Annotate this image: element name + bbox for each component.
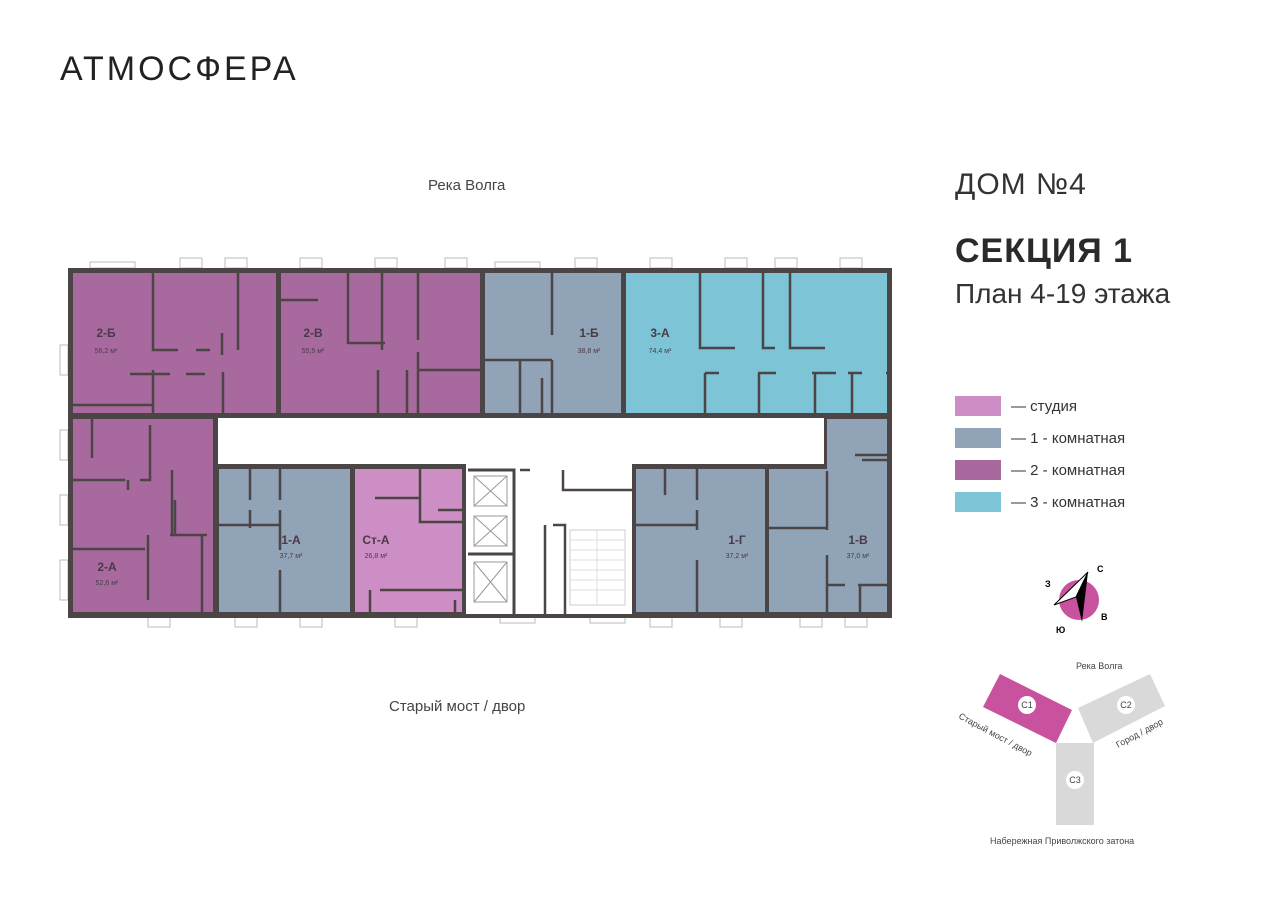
orientation-top: Река Волга [428, 177, 506, 194]
legend-item-2-room: — 2 - комнатная [955, 454, 1125, 486]
apartment-3-a[interactable] [626, 273, 887, 413]
legend-label: — 1 - комнатная [1011, 429, 1126, 447]
orientation-bottom: Старый мост / двор [389, 698, 526, 715]
apartment-labels: 2-Б 56,2 м² 2-В 55,5 м² 1-Б 38,8 м² 3-А … [95, 326, 870, 587]
floors-subtitle: План 4-19 этажа [955, 278, 1171, 309]
legend-label: — 3 - комнатная [1011, 493, 1126, 511]
compass-north: С [1097, 564, 1104, 574]
windows [59, 257, 868, 628]
apartment-area: 55,5 м² [302, 348, 325, 355]
apartment-area: 37,2 м² [726, 553, 749, 560]
legend-swatch [955, 428, 1001, 448]
legend-swatch [955, 460, 1001, 480]
legend-swatch [955, 396, 1001, 416]
legend-label: — 2 - комнатная [1011, 461, 1126, 479]
compass-icon: С З В Ю [1045, 564, 1108, 635]
section-label: С2 [1120, 700, 1132, 710]
core [466, 464, 632, 614]
apartment-1-g[interactable] [636, 469, 765, 612]
apartment-area: 26,8 м² [365, 553, 388, 560]
apartment-name: 1-А [281, 533, 301, 547]
elevators [468, 468, 626, 614]
compass-west: З [1045, 579, 1051, 589]
legend-item-studio: — студия [955, 390, 1125, 422]
apartment-area: 74,4 м² [649, 348, 672, 355]
apartment-area: 38,8 м² [578, 348, 601, 355]
compass-south: Ю [1056, 625, 1065, 635]
apartment-area: 56,2 м² [95, 348, 118, 355]
corridor [218, 418, 824, 464]
apartment-name: 1-Б [579, 326, 599, 340]
legend-item-1-room: — 1 - комнатная [955, 422, 1125, 454]
interior-walls [72, 273, 890, 614]
apartment-name: 1-В [848, 533, 868, 547]
apartments [73, 273, 887, 612]
apartment-area: 37,7 м² [280, 553, 303, 560]
legend: — студия — 1 - комнатная — 2 - комнатная… [955, 390, 1125, 518]
apartment-name: 2-В [303, 326, 323, 340]
apartment-1-v-hall [827, 419, 887, 471]
apartment-area: 52,6 м² [96, 580, 119, 587]
section-label: С3 [1069, 775, 1081, 785]
apartment-name: 2-Б [96, 326, 116, 340]
site-map-top: Река Волга [1076, 661, 1122, 671]
apartment-name: 1-Г [728, 533, 746, 547]
apartment-area: 37,0 м² [847, 553, 870, 560]
apartment-name: Ст-А [362, 533, 390, 547]
house-title: ДОМ №4 [955, 168, 1087, 201]
legend-label: — студия [1011, 397, 1077, 415]
brand-logo: АТМОСФЕРА [60, 50, 299, 88]
apartment-st-a[interactable] [355, 469, 462, 612]
apartment-name: 2-А [97, 560, 117, 574]
apartment-2-a[interactable] [73, 419, 213, 612]
compass-east: В [1101, 612, 1108, 622]
legend-swatch [955, 492, 1001, 512]
site-map-bottom: Набережная Приволжского затона [990, 836, 1134, 846]
apartment-2-b[interactable] [73, 273, 276, 413]
apartment-1-a[interactable] [219, 469, 350, 612]
section-label: С1 [1021, 700, 1033, 710]
legend-item-3-room: — 3 - комнатная [955, 486, 1125, 518]
section-title: СЕКЦИЯ 1 [955, 232, 1134, 270]
site-map: Река Волга С1 С2 С3 Старый мост / двор Г… [957, 661, 1165, 846]
apartment-name: 3-А [650, 326, 670, 340]
